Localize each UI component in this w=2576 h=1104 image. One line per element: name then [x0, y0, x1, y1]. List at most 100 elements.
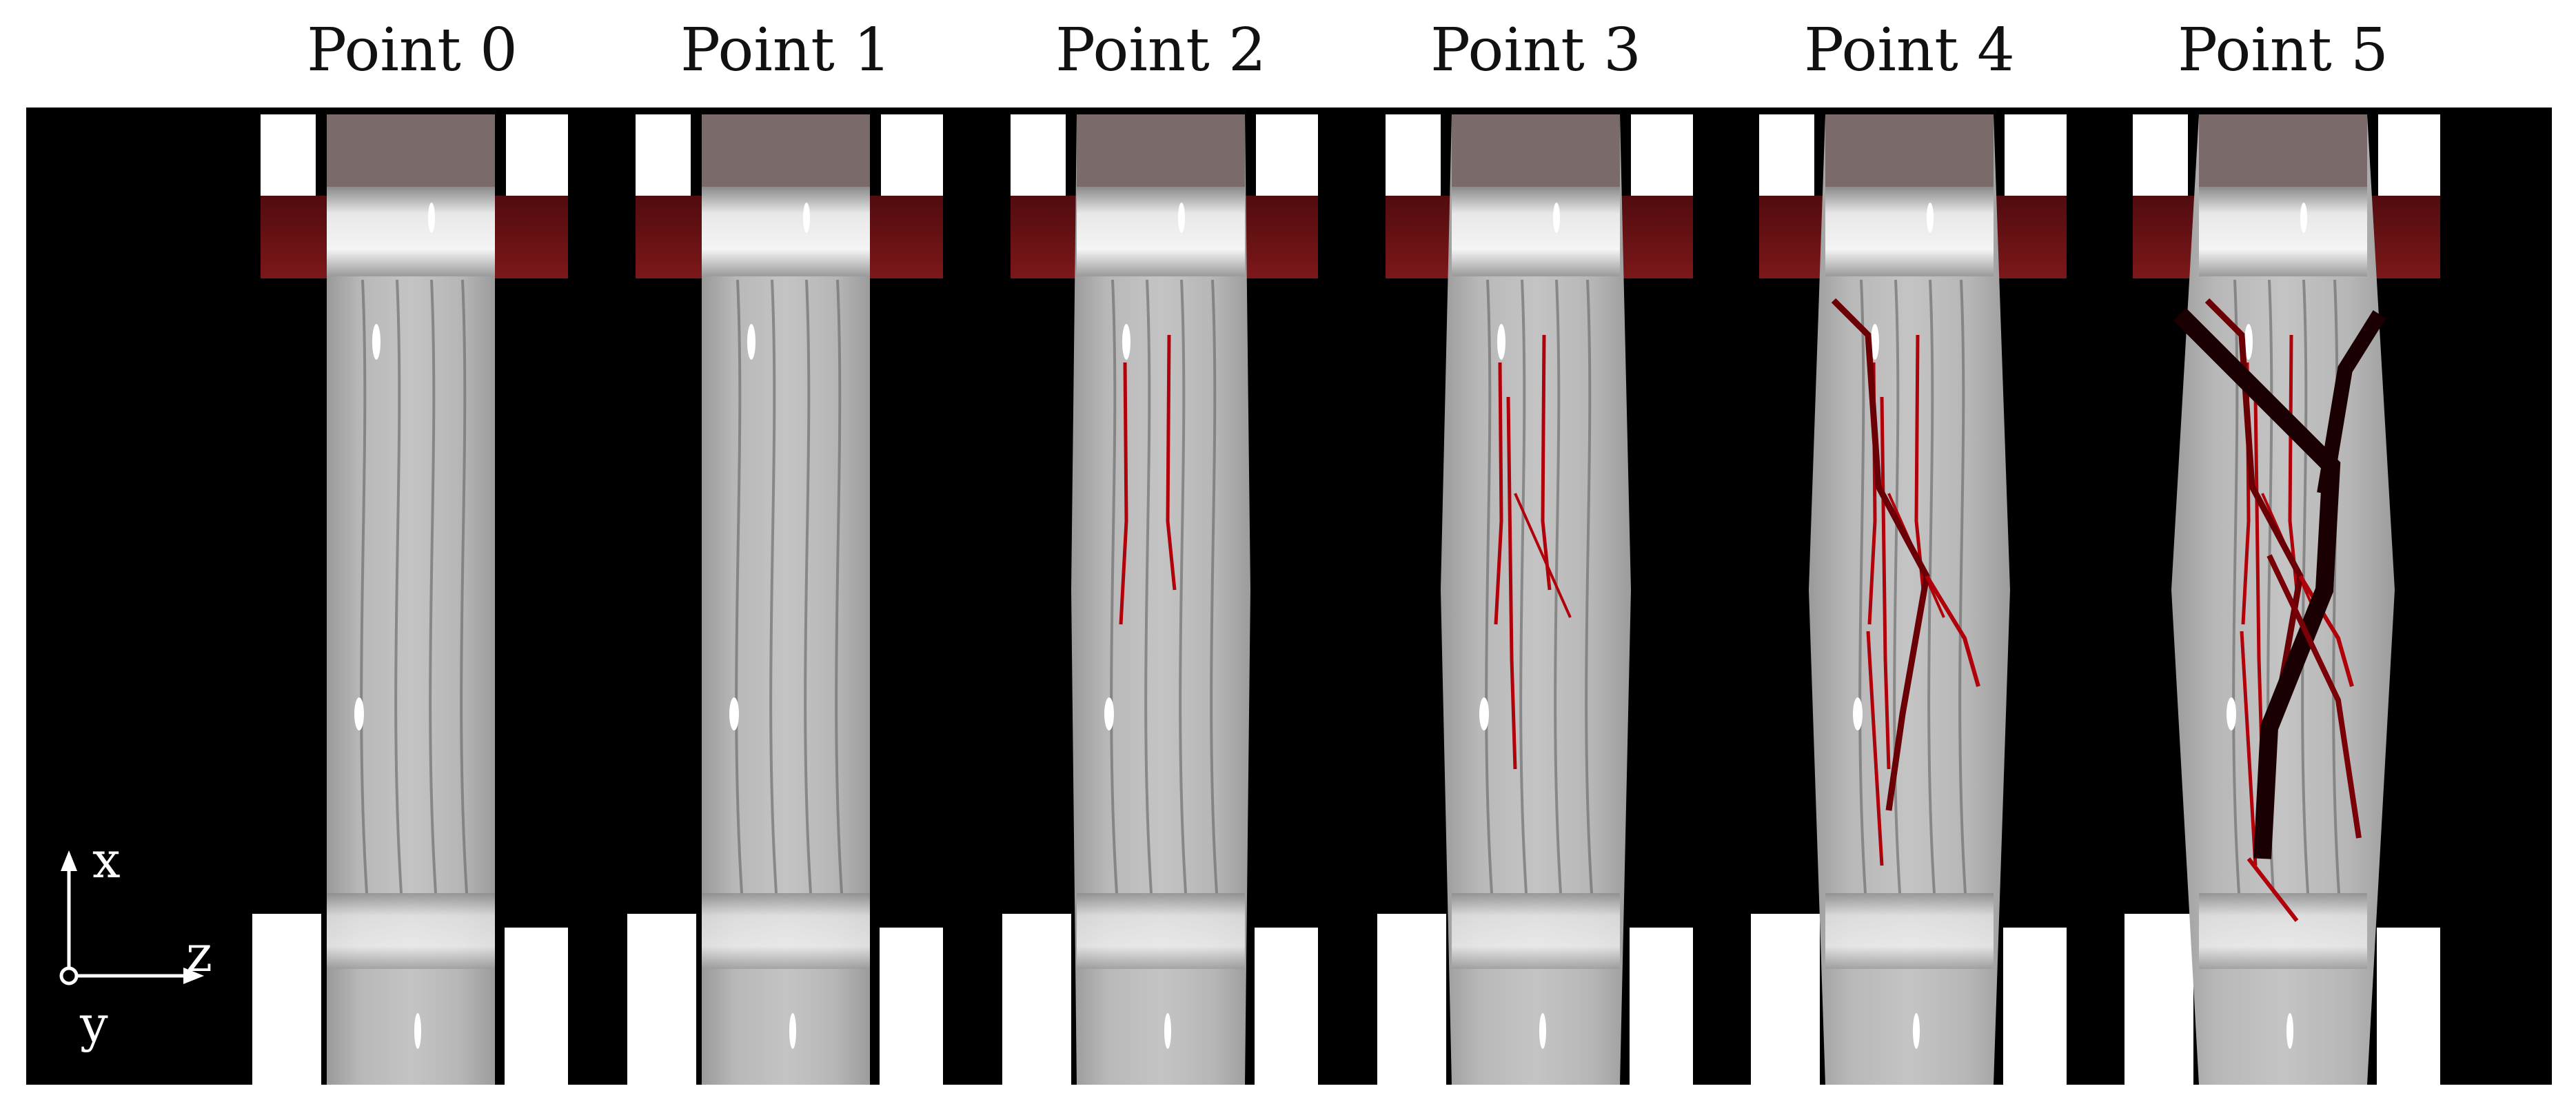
top-dark-section	[702, 114, 870, 187]
specimen-0	[252, 114, 568, 1085]
fibre-line-0	[1110, 279, 1118, 894]
grip-bottom-right	[505, 928, 568, 1085]
grip-bottom-left	[627, 914, 696, 1085]
grip-band-bottom	[702, 893, 870, 969]
inclusion	[1164, 1013, 1171, 1049]
grip-bottom-right	[1630, 928, 1693, 1085]
grip-band-top	[327, 187, 495, 276]
specimen-body	[327, 114, 495, 1085]
grip-top-left	[1386, 114, 1441, 196]
top-dark-section	[327, 114, 495, 187]
axis-x-label: x	[92, 831, 121, 889]
fibre-line-2	[429, 279, 437, 894]
specimen-4	[1751, 114, 2067, 1085]
crack	[1866, 631, 1884, 866]
crack	[1506, 396, 1517, 770]
inclusion	[1178, 203, 1185, 233]
axis-arrows	[59, 850, 204, 985]
specimen-2	[1002, 114, 1318, 1085]
grip-band-bottom	[1077, 893, 1245, 969]
fibre-line-2	[804, 279, 812, 894]
grip-band-top	[1452, 187, 1620, 276]
fibre-line-0	[1858, 279, 1867, 894]
crack	[1166, 334, 1177, 591]
fibre-line-1	[1144, 279, 1153, 894]
label-point-2: Point 2	[1055, 16, 1266, 85]
grip-bottom-left	[2124, 914, 2193, 1085]
grip-top-left	[2133, 114, 2188, 196]
label-point-3: Point 3	[1430, 16, 1641, 85]
grip-top-right	[2005, 114, 2067, 196]
top-dark-section	[1452, 114, 1620, 187]
grip-bottom-left	[1751, 914, 1820, 1085]
inclusion	[1479, 697, 1489, 730]
fibre-line-1	[1519, 279, 1528, 894]
inclusion	[372, 324, 381, 360]
crack	[2266, 554, 2362, 839]
grip-bottom-right	[2377, 928, 2440, 1085]
fibre-line-3	[1958, 279, 1967, 894]
crack	[1925, 575, 1980, 687]
grip-band-bottom	[1825, 893, 1994, 969]
fibre-line-0	[360, 279, 368, 894]
point-labels: Point 0 Point 1 Point 2 Point 3 Point 4 …	[0, 0, 2576, 103]
grip-top-right	[2378, 114, 2440, 196]
inclusion	[789, 1013, 796, 1049]
crack	[1514, 493, 1572, 618]
inclusion	[1497, 324, 1505, 360]
fibre-line-1	[394, 279, 403, 894]
inclusion	[1871, 324, 1879, 360]
crack	[2247, 857, 2299, 922]
fibre-line-0	[1485, 279, 1493, 894]
fibre-line-2	[1554, 279, 1562, 894]
grip-top-left	[1759, 114, 1814, 196]
inclusion	[729, 697, 739, 730]
label-point-5: Point 5	[2178, 16, 2389, 85]
inclusion	[354, 697, 364, 730]
specimen-1	[627, 114, 943, 1085]
crack	[2240, 631, 2258, 866]
top-dark-section	[2199, 114, 2367, 187]
inclusion	[803, 203, 810, 233]
grip-bottom-right	[880, 928, 943, 1085]
grip-band-top	[2199, 187, 2367, 276]
specimen-body	[1809, 114, 2010, 1085]
grip-bottom-right	[2003, 928, 2067, 1085]
inclusion	[2300, 203, 2307, 233]
grip-top-right	[506, 114, 568, 196]
top-dark-section	[1077, 114, 1245, 187]
fibre-line-1	[1893, 279, 1901, 894]
grip-bottom-left	[1002, 914, 1071, 1085]
grip-band-top	[1077, 187, 1245, 276]
fibre-line-2	[2301, 279, 2309, 894]
inclusion	[747, 324, 755, 360]
label-point-0: Point 0	[307, 16, 518, 85]
grip-top-right	[881, 114, 943, 196]
specimen-scans	[252, 114, 2440, 1085]
grip-bottom-right	[1255, 928, 1318, 1085]
fibre-line-3	[460, 279, 468, 894]
inclusion	[1853, 697, 1863, 730]
fibre-line-1	[769, 279, 778, 894]
fibre-line-0	[735, 279, 743, 894]
grip-band-bottom	[1452, 893, 1620, 969]
top-dark-section	[1825, 114, 1994, 187]
fibre-line-3	[2332, 279, 2340, 894]
crack	[1119, 362, 1128, 625]
crack-major	[1831, 298, 1930, 811]
grip-band-top	[1825, 187, 1994, 276]
grip-top-left	[261, 114, 316, 196]
fibre-line-2	[1927, 279, 1936, 894]
crack	[1880, 396, 1891, 770]
fibre-line-3	[835, 279, 843, 894]
inclusion	[1553, 203, 1560, 233]
inclusion	[1927, 203, 1934, 233]
fibre-line-3	[1585, 279, 1593, 894]
fibre-line-3	[1210, 279, 1218, 894]
grip-band-top	[702, 187, 870, 276]
grip-top-right	[1256, 114, 1318, 196]
inclusion	[1122, 324, 1130, 360]
specimen-body	[1071, 114, 1250, 1085]
inclusion	[414, 1013, 421, 1049]
fracture-zone	[2317, 310, 2386, 495]
